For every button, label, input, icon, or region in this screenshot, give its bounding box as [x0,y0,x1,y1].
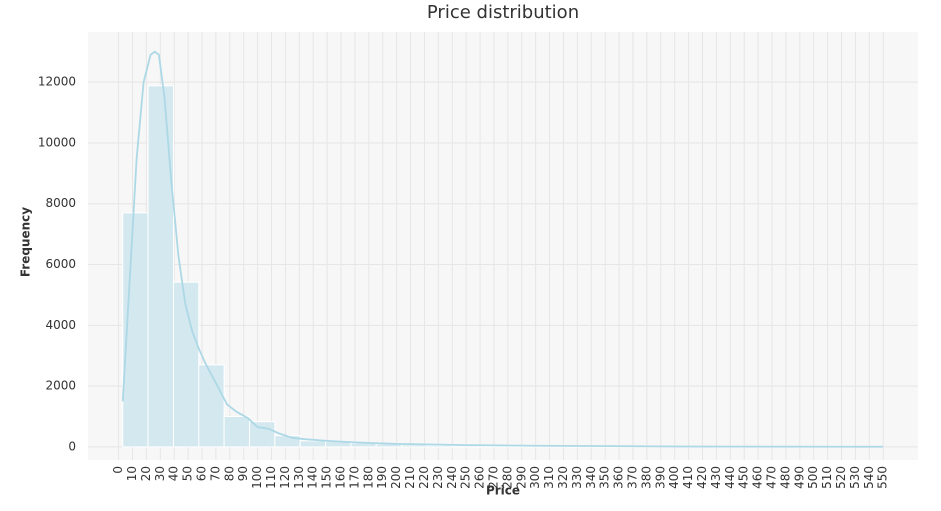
x-tick-label: 10 [125,466,139,481]
x-tick-label: 550 [876,466,890,489]
x-tick-label: 330 [570,466,584,489]
x-tick-label: 60 [195,466,209,481]
x-tick-label: 280 [500,466,514,489]
x-tick-label: 210 [403,466,417,489]
x-tick-label: 320 [556,466,570,489]
x-tick-label: 380 [639,466,653,489]
chart-title: Price distribution [427,2,579,23]
x-tick-label: 400 [667,466,681,489]
x-tick-label: 290 [514,466,528,489]
x-tick-label: 50 [181,466,195,481]
x-tick-label: 470 [765,466,779,489]
x-tick-label: 410 [681,466,695,489]
y-tick-label: 4000 [45,318,76,332]
x-tick-label: 90 [236,466,250,481]
x-tick-label: 170 [347,466,361,489]
y-axis-label: Frequency [19,207,33,277]
y-tick-label: 8000 [45,196,76,210]
x-tick-label: 390 [653,466,667,489]
y-tick-label: 0 [68,439,76,453]
y-tick-label: 10000 [38,135,76,149]
y-tick-label: 12000 [38,75,76,89]
x-tick-label: 80 [222,466,236,481]
x-tick-label: 430 [709,466,723,489]
x-tick-label: 310 [542,466,556,489]
x-tick-label: 200 [389,466,403,489]
x-tick-label: 250 [459,466,473,489]
x-tick-label: 110 [264,466,278,489]
bar [300,441,325,447]
x-tick-label: 160 [334,466,348,489]
x-tick-label: 490 [792,466,806,489]
x-tick-label: 180 [361,466,375,489]
x-tick-label: 340 [584,466,598,489]
y-tick-label: 2000 [45,379,76,393]
bar [148,86,173,447]
x-tick-label: 130 [292,466,306,489]
x-tick-label: 520 [834,466,848,489]
x-tick-label: 440 [723,466,737,489]
bar [250,422,275,447]
x-tick-label: 20 [139,466,153,481]
x-tick-label: 300 [528,466,542,489]
x-tick-label: 140 [306,466,320,489]
bar [224,417,249,447]
x-tick-label: 240 [445,466,459,489]
y-tick-label: 6000 [45,257,76,271]
x-tick-label: 0 [111,466,125,474]
x-tick-label: 40 [167,466,181,481]
x-tick-label: 460 [751,466,765,489]
x-tick-label: 230 [431,466,445,489]
x-tick-label: 100 [250,466,264,489]
x-tick-label: 540 [862,466,876,489]
x-tick-label: 260 [473,466,487,489]
x-tick-label: 510 [820,466,834,489]
x-tick-label: 30 [153,466,167,481]
x-tick-label: 270 [486,466,500,489]
x-tick-label: 480 [778,466,792,489]
x-tick-label: 70 [208,466,222,481]
x-tick-label: 150 [320,466,334,489]
x-tick-label: 420 [695,466,709,489]
x-tick-label: 370 [625,466,639,489]
x-tick-label: 450 [737,466,751,489]
x-tick-label: 220 [417,466,431,489]
x-tick-label: 190 [375,466,389,489]
bar [199,365,224,447]
x-tick-label: 360 [612,466,626,489]
x-tick-label: 530 [848,466,862,489]
x-tick-label: 120 [278,466,292,489]
x-tick-label: 500 [806,466,820,489]
x-tick-label: 350 [598,466,612,489]
